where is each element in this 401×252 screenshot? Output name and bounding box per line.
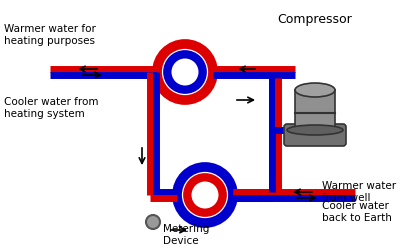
Circle shape	[191, 181, 218, 208]
Text: Cooler water
back to Earth: Cooler water back to Earth	[321, 201, 391, 223]
Ellipse shape	[286, 125, 342, 135]
Ellipse shape	[294, 83, 334, 97]
Text: Compressor: Compressor	[277, 14, 352, 26]
Text: Cooler water from
heating system: Cooler water from heating system	[4, 97, 98, 119]
Text: Warmer water for
heating purposes: Warmer water for heating purposes	[4, 24, 95, 46]
FancyBboxPatch shape	[283, 124, 345, 146]
Bar	[294, 90, 334, 130]
Text: Metering
Device: Metering Device	[162, 224, 209, 246]
Text: Warmer water
from well: Warmer water from well	[321, 181, 395, 203]
Circle shape	[146, 215, 160, 229]
Circle shape	[171, 58, 198, 85]
